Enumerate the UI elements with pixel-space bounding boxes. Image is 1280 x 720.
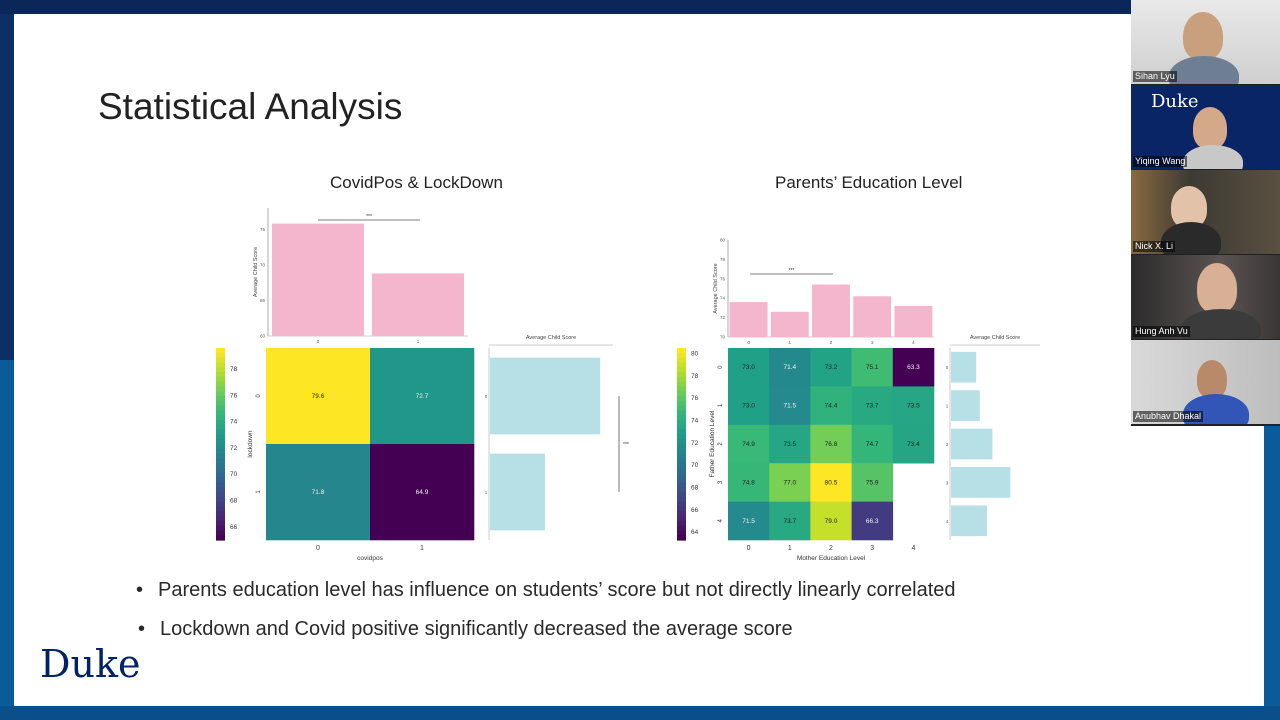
window-frame-top [0, 0, 1280, 14]
participant-name: Hung Anh Vu [1133, 326, 1190, 337]
participant-video [1197, 360, 1227, 398]
left-chart-title: CovidPos & LockDown [330, 173, 503, 192]
participant-tile-1[interactable]: Sihan Lyu [1131, 0, 1280, 84]
participant-name: Yiqing Wang [1133, 156, 1188, 167]
participant-tile-4[interactable]: Hung Anh Vu [1131, 255, 1280, 339]
right-chart-title: Parents’ Education Level [775, 173, 963, 192]
participant-video [1181, 309, 1261, 339]
participant-video [1197, 263, 1237, 313]
participant-video [1183, 12, 1223, 60]
bullet-item-1: • Parents education level has influence o… [136, 579, 956, 602]
bullet-dot: • [136, 579, 144, 601]
participant-video [1183, 145, 1243, 169]
window-frame-bottom [0, 706, 1280, 720]
participant-video [1169, 56, 1239, 84]
bullet-dot: • [138, 618, 146, 640]
participant-video [1171, 186, 1207, 228]
participant-video [1193, 107, 1227, 149]
duke-logo: Duke [40, 642, 141, 686]
slide-title: Statistical Analysis [98, 86, 403, 127]
participant-panel: Sihan Lyu Duke Yiqing Wang Nick X. Li Hu… [1131, 0, 1280, 426]
presentation-slide: Statistical Analysis CovidPos & LockDown… [14, 14, 1264, 706]
bullet-text-1: Parents education level has influence on… [158, 579, 956, 601]
participant-tile-5[interactable]: Anubhav Dhakal [1131, 340, 1280, 424]
window-frame-left [0, 14, 14, 706]
bullet-item-2: • Lockdown and Covid positive significant… [138, 618, 793, 641]
participant-tile-3[interactable]: Nick X. Li [1131, 170, 1280, 254]
participant-name: Sihan Lyu [1133, 71, 1177, 82]
participant-name: Nick X. Li [1133, 241, 1176, 252]
participant-background-logo: Duke [1151, 91, 1199, 112]
bullet-text-2: Lockdown and Covid positive significantl… [160, 618, 793, 640]
participant-tile-2[interactable]: Duke Yiqing Wang [1131, 85, 1280, 169]
participant-name: Anubhav Dhakal [1133, 411, 1204, 422]
